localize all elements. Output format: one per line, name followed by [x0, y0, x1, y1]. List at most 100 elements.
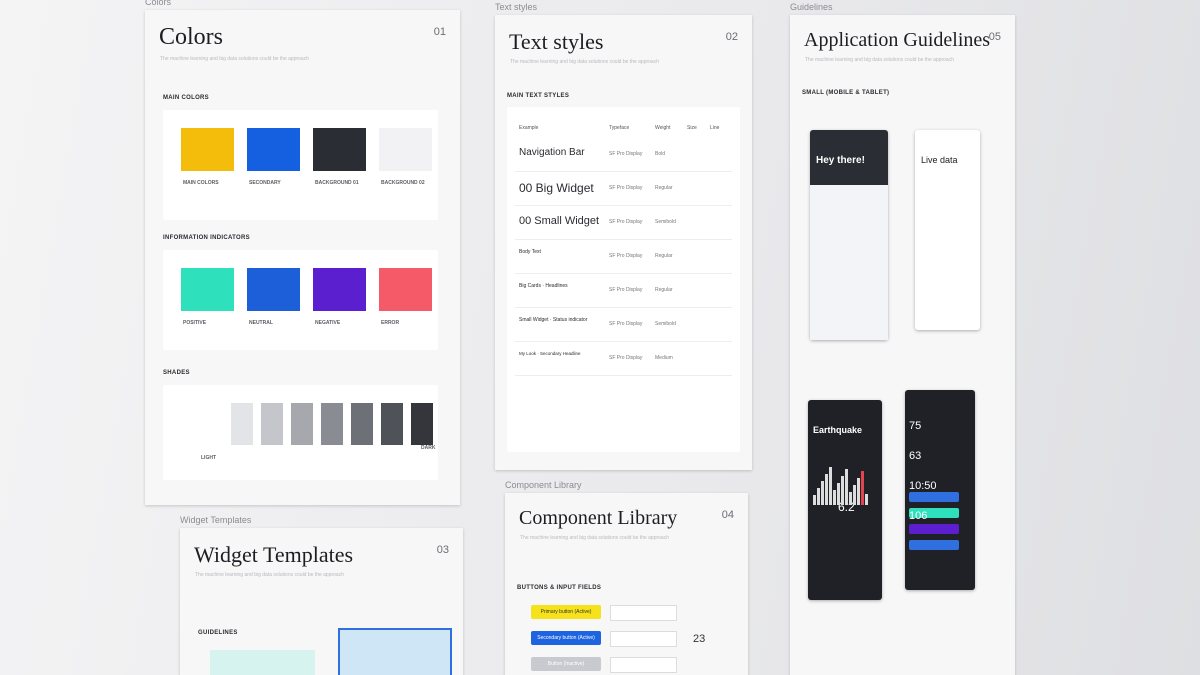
chart-bar	[857, 478, 860, 505]
style-cell: Regular	[655, 185, 673, 191]
style-cell: My Look · Secondary Headline	[519, 351, 581, 356]
frame-subtitle: The machine learning and big data soluti…	[160, 56, 309, 62]
frame-card: Text styles 02 The machine learning and bi…	[495, 15, 752, 470]
row-divider	[515, 171, 732, 172]
column-header: Typeface	[609, 125, 630, 131]
frame-label: Component Library	[505, 480, 582, 490]
shade-light-label: LIGHT	[201, 455, 216, 461]
phone-screen: Hey there!	[810, 130, 888, 340]
frame-card: Colors 01 The machine learning and big dat…	[145, 10, 460, 505]
style-cell: 00 Big Widget	[519, 181, 594, 195]
button-preview: Secondary button (Active)	[531, 631, 601, 645]
frame-title: Widget Templates	[194, 542, 354, 567]
column-header: Size	[687, 125, 697, 131]
styles-panel: Example Typeface Weight Size Line Navigation …	[507, 107, 740, 452]
section-title: INFORMATION INDICATORS	[163, 235, 250, 241]
widget-preview	[210, 650, 315, 675]
screen-title: Live data	[921, 155, 958, 165]
stat-value: 106	[909, 510, 928, 522]
swatch-name: NEUTRAL	[249, 320, 273, 326]
frame-title: Component Library	[519, 507, 678, 529]
section-title: BUTTONS & INPUT FIELDS	[517, 585, 602, 591]
section-panel: POSITIVE NEUTRAL NEGATIVE ERROR	[163, 250, 438, 350]
frame-number: 02	[725, 31, 738, 43]
section-title: SMALL (MOBILE & TABLET)	[802, 90, 890, 96]
style-cell: Body Text	[519, 249, 541, 255]
shade-dark-label: DARK	[421, 445, 436, 451]
style-cell: SF Pro Display	[609, 219, 643, 225]
input-field	[610, 631, 677, 647]
column-header: Example	[519, 125, 539, 131]
section-title: SHADES	[163, 370, 190, 376]
shade-swatch	[231, 403, 253, 445]
style-cell: SF Pro Display	[609, 355, 643, 361]
chart-bar	[865, 494, 868, 505]
frame-card: Application Guidelines 05 The machine lear…	[790, 15, 1015, 675]
style-cell: SF Pro Display	[609, 185, 643, 191]
chart-bar	[841, 476, 844, 505]
style-cell: Small Widget · Status indicator	[519, 317, 588, 323]
swatch-name: NEGATIVE	[315, 320, 341, 326]
color-swatch	[313, 268, 366, 311]
frame-subtitle: The machine learning and big data soluti…	[520, 535, 669, 541]
stat-bar	[909, 492, 959, 502]
frame-label: Colors	[145, 0, 172, 7]
chart-bar	[853, 485, 856, 505]
section-title: MAIN TEXT STYLES	[507, 93, 570, 99]
color-swatch	[379, 268, 432, 311]
frame-card: Component Library 04 The machine learning …	[505, 493, 748, 675]
shade-swatch	[381, 403, 403, 445]
style-cell: Big Cards · Headlines	[519, 283, 568, 289]
column-header: Line	[710, 125, 720, 131]
style-cell: Navigation Bar	[519, 147, 585, 158]
section-title: MAIN COLORS	[163, 95, 209, 101]
style-cell: 00 Small Widget	[519, 215, 600, 227]
style-cell: Semibold	[655, 321, 676, 327]
chart-bar	[825, 474, 828, 505]
section-title: GUIDELINES	[198, 630, 238, 636]
button-preview: Primary button (Active)	[531, 605, 601, 619]
button-preview: Button (Inactive)	[531, 657, 601, 671]
stat-value: 10:50	[909, 480, 937, 492]
style-cell: SF Pro Display	[609, 287, 643, 293]
swatch-name: ERROR	[381, 320, 400, 326]
chart-bar	[817, 488, 820, 505]
stat-bar	[909, 540, 959, 550]
phone-screen: Earthquake 6.2	[808, 400, 882, 600]
column-header: Weight	[655, 125, 671, 131]
frame-subtitle: The machine learning and big data soluti…	[805, 57, 954, 63]
row-divider	[515, 341, 732, 342]
style-cell: Semibold	[655, 219, 676, 225]
chart-bar	[845, 469, 848, 505]
color-swatch	[247, 268, 300, 311]
chart-bar	[849, 492, 852, 505]
chart-bar	[861, 471, 864, 505]
frame-title: Text styles	[509, 29, 604, 54]
frame-card: Widget Templates 03 The machine learning a…	[180, 528, 463, 675]
frame-number: 03	[436, 544, 449, 556]
chart-bar	[837, 483, 840, 505]
chart-bar	[833, 490, 836, 505]
shade-swatch	[261, 403, 283, 445]
swatch-name: MAIN COLORS	[183, 180, 219, 186]
frame-title: Application Guidelines	[804, 29, 991, 51]
swatch-name: BACKGROUND 01	[315, 180, 359, 186]
swatch-name: POSITIVE	[183, 320, 207, 326]
phone-screen: Live data	[915, 130, 980, 330]
stat-value: 75	[909, 420, 922, 432]
swatch-name: SECONDARY	[249, 180, 281, 186]
shade-swatch	[351, 403, 373, 445]
frame-number: 01	[433, 26, 446, 38]
row-divider	[515, 307, 732, 308]
stat-value: 63	[909, 450, 922, 462]
frame-title: Colors	[159, 24, 224, 50]
section-panel: LIGHT DARK	[163, 385, 438, 480]
chart-bar	[829, 467, 832, 505]
color-swatch	[247, 128, 300, 171]
shade-swatch	[321, 403, 343, 445]
row-divider	[515, 205, 732, 206]
shade-swatch	[411, 403, 433, 445]
frame-subtitle: The machine learning and big data soluti…	[510, 59, 659, 65]
input-field	[610, 605, 677, 621]
